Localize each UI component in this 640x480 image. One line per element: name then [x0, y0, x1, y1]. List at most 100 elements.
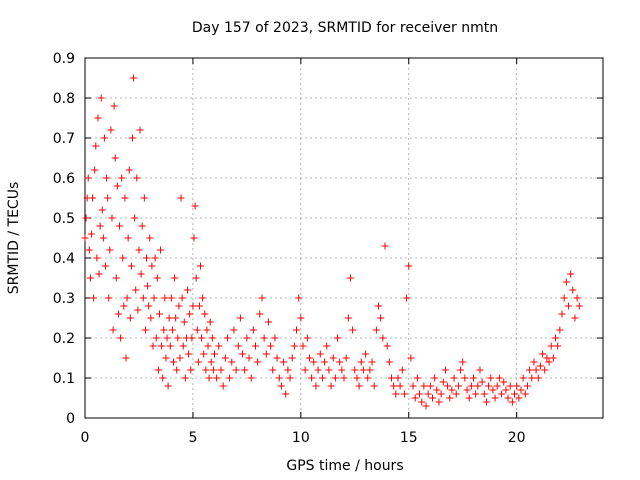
- data-point: [349, 326, 357, 334]
- chart-title: Day 157 of 2023, SRMTID for receiver nmt…: [192, 20, 498, 36]
- data-point: [120, 302, 128, 310]
- data-point: [284, 366, 292, 374]
- data-point: [249, 326, 257, 334]
- data-point: [168, 326, 176, 334]
- data-point: [398, 366, 406, 374]
- data-point: [114, 310, 122, 318]
- data-point: [97, 94, 105, 102]
- data-point: [293, 326, 301, 334]
- data-point: [201, 310, 209, 318]
- data-point: [282, 390, 290, 398]
- data-point: [390, 382, 398, 390]
- y-tick-label: 0.8: [53, 91, 75, 107]
- data-point: [91, 166, 99, 174]
- data-point: [504, 394, 512, 402]
- data-point: [140, 194, 148, 202]
- data-point: [105, 294, 113, 302]
- data-point: [258, 294, 266, 302]
- data-point: [194, 358, 202, 366]
- data-point: [383, 342, 391, 350]
- data-point: [89, 194, 97, 202]
- data-point: [562, 278, 570, 286]
- data-point: [134, 306, 142, 314]
- data-point: [338, 366, 346, 374]
- data-point: [413, 374, 421, 382]
- data-point: [303, 334, 311, 342]
- data-point: [482, 398, 490, 406]
- data-point: [286, 374, 294, 382]
- data-point: [444, 382, 452, 390]
- data-point: [543, 354, 551, 362]
- data-point: [177, 194, 185, 202]
- data-point: [441, 366, 449, 374]
- data-point: [301, 366, 309, 374]
- data-point: [459, 358, 467, 366]
- data-point: [239, 350, 247, 358]
- data-point: [331, 374, 339, 382]
- data-point: [519, 374, 527, 382]
- data-point: [199, 294, 207, 302]
- data-point: [118, 174, 126, 182]
- data-point: [181, 374, 189, 382]
- data-point: [124, 234, 132, 242]
- data-point: [190, 234, 198, 242]
- data-point: [82, 214, 90, 222]
- data-point: [252, 342, 260, 350]
- data-point: [409, 382, 417, 390]
- data-point: [206, 318, 214, 326]
- data-point: [219, 382, 227, 390]
- data-point: [256, 310, 264, 318]
- data-point: [405, 262, 413, 270]
- data-point: [104, 194, 112, 202]
- data-point: [569, 286, 577, 294]
- data-point: [547, 342, 555, 350]
- data-point: [478, 378, 486, 386]
- data-point: [308, 374, 316, 382]
- data-point: [379, 334, 387, 342]
- data-point: [187, 366, 195, 374]
- y-tick-label: 0.2: [53, 331, 75, 347]
- data-point: [523, 382, 531, 390]
- data-point: [327, 382, 335, 390]
- data-point: [377, 314, 385, 322]
- data-point: [396, 382, 404, 390]
- data-point: [112, 274, 120, 282]
- data-point: [247, 374, 255, 382]
- data-point: [204, 342, 212, 350]
- y-axis-label: SRMTID / TECUs: [6, 182, 22, 295]
- data-point: [545, 358, 553, 366]
- data-point: [215, 342, 223, 350]
- data-point: [186, 310, 194, 318]
- data-point: [500, 378, 508, 386]
- data-point: [321, 358, 329, 366]
- data-point: [526, 366, 534, 374]
- data-point: [192, 274, 200, 282]
- data-point: [86, 274, 94, 282]
- data-point: [154, 366, 162, 374]
- data-point: [116, 222, 124, 230]
- data-point: [267, 342, 275, 350]
- data-point: [392, 390, 400, 398]
- data-point: [318, 374, 326, 382]
- data-point: [161, 294, 169, 302]
- plot-frame: [84, 57, 604, 419]
- data-point: [144, 282, 152, 290]
- data-point: [128, 134, 136, 142]
- data-point: [323, 342, 331, 350]
- data-point: [135, 246, 143, 254]
- data-point: [426, 382, 434, 390]
- data-point: [93, 254, 101, 262]
- data-point: [148, 262, 156, 270]
- data-point: [448, 386, 456, 394]
- data-point: [344, 314, 352, 322]
- data-point: [260, 334, 268, 342]
- data-point: [467, 382, 475, 390]
- data-point: [534, 374, 542, 382]
- data-point: [433, 386, 441, 394]
- data-point: [329, 354, 337, 362]
- y-tick-label: 0.5: [53, 211, 75, 227]
- data-point: [173, 366, 181, 374]
- data-point: [334, 334, 342, 342]
- data-point: [179, 342, 187, 350]
- data-point: [189, 302, 197, 310]
